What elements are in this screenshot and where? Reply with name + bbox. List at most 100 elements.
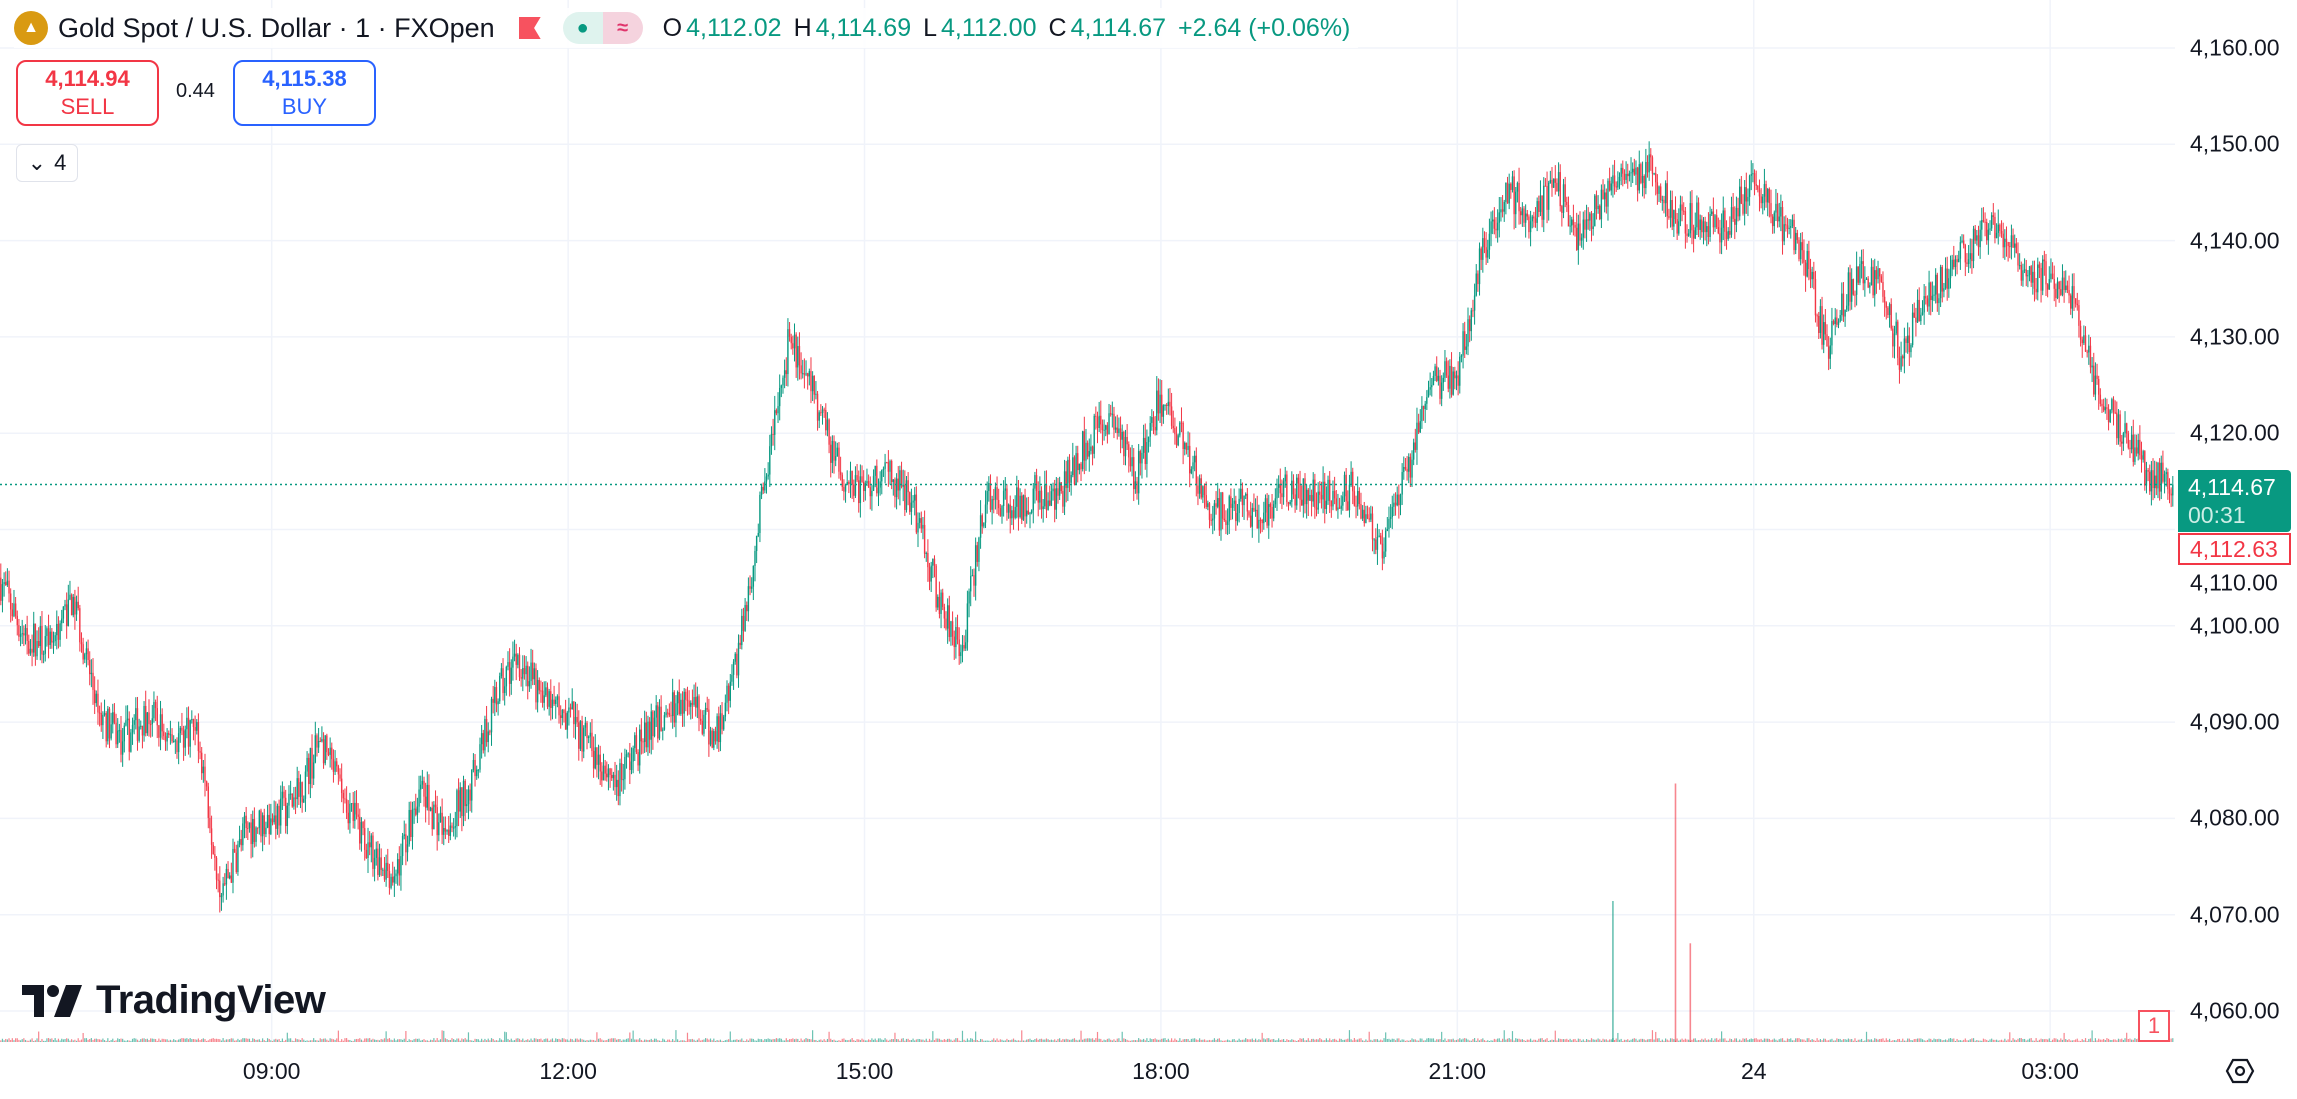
volume-bar <box>1564 1039 1566 1042</box>
candle <box>1467 319 1469 347</box>
candle <box>140 725 142 727</box>
status-pill[interactable]: ● ≈ <box>562 12 643 44</box>
volume-bar <box>49 1038 51 1042</box>
candle <box>806 373 809 377</box>
candle <box>942 592 944 607</box>
candle <box>769 446 771 475</box>
symbol-title[interactable]: Gold Spot / U.S. Dollar · 1 · FXOpen <box>58 12 495 43</box>
volume-bar <box>1167 1038 1169 1042</box>
volume-bars <box>0 783 2174 1042</box>
candle <box>1371 513 1374 540</box>
volume-bar <box>1783 1040 1785 1042</box>
volume-bar <box>1493 1038 1495 1042</box>
volume-bar <box>151 1038 153 1042</box>
candle <box>375 848 377 858</box>
volume-bar <box>263 1040 265 1042</box>
buy-button[interactable]: 4,115.38 BUY <box>233 60 376 126</box>
volume-bar <box>1110 1039 1112 1042</box>
candle <box>1068 459 1071 483</box>
tradingview-logo[interactable]: TradingView <box>22 978 326 1023</box>
volume-bar <box>318 1040 320 1042</box>
volume-bar <box>1567 1039 1570 1042</box>
candle <box>1926 298 1929 307</box>
volume-bar <box>339 1040 341 1042</box>
candle <box>802 373 804 375</box>
volume-bar <box>1134 1040 1136 1042</box>
volume-bar <box>1790 1038 1792 1042</box>
sell-button[interactable]: 4,114.94 SELL <box>16 60 159 126</box>
candle <box>1450 365 1453 395</box>
volume-bar <box>169 1039 172 1042</box>
volume-bar <box>260 1040 262 1042</box>
volume-bar <box>1495 1039 1497 1042</box>
volume-bar <box>426 1040 428 1042</box>
candle <box>2172 484 2174 496</box>
volume-bar <box>1362 1040 1364 1042</box>
volume-bar <box>314 1040 316 1042</box>
volume-bar <box>237 1038 239 1042</box>
volume-bar <box>1574 1038 1576 1042</box>
volume-bar <box>431 1040 433 1042</box>
volume-bar <box>298 1039 300 1042</box>
volume-bar <box>648 1039 651 1042</box>
volume-bar <box>593 1039 595 1042</box>
sell-price: 4,114.94 <box>45 66 130 91</box>
candle <box>1131 457 1133 467</box>
candle <box>1743 187 1746 214</box>
candle <box>629 753 631 770</box>
candle <box>424 796 427 808</box>
candle <box>611 774 613 779</box>
volume-bar <box>1562 1039 1565 1042</box>
volume-bar <box>1236 1040 1239 1042</box>
volume-bar <box>560 1039 562 1042</box>
volume-bar <box>887 1040 889 1042</box>
approx-icon: ≈ <box>602 12 643 44</box>
candle <box>105 713 107 742</box>
volume-bar <box>589 1039 591 1042</box>
volume-bar <box>1487 1040 1489 1042</box>
candle <box>1503 201 1505 212</box>
volume-bar <box>156 1040 158 1042</box>
volume-bar <box>1012 1038 1015 1042</box>
volume-bar <box>1630 1039 1632 1042</box>
volume-bar <box>120 1038 122 1042</box>
candle <box>1124 436 1127 457</box>
candle <box>905 480 908 510</box>
volume-bar <box>892 1039 894 1042</box>
volume-bar <box>303 1039 305 1042</box>
candle <box>691 702 694 705</box>
candle <box>1459 356 1461 386</box>
candle <box>1157 390 1160 414</box>
candle <box>793 334 796 349</box>
volume-bar <box>1376 1039 1379 1042</box>
volume-bar <box>1744 1038 1746 1042</box>
candle <box>576 716 578 723</box>
volume-bar <box>1775 1039 1777 1042</box>
candle <box>448 829 450 836</box>
candle <box>676 692 679 704</box>
candle <box>1128 444 1130 458</box>
volume-bar <box>2061 1039 2064 1042</box>
volume-bar <box>1763 1038 1766 1042</box>
candle <box>826 419 829 431</box>
candle <box>877 487 880 494</box>
candle <box>551 699 554 708</box>
volume-bar <box>1276 1040 1278 1042</box>
candle <box>1946 268 1948 289</box>
volume-bar <box>1546 1038 1548 1042</box>
candle <box>1648 154 1650 173</box>
settings-icon[interactable] <box>2225 1056 2255 1086</box>
volume-bar <box>818 1039 820 1042</box>
candle <box>993 499 995 501</box>
candle <box>2145 470 2148 486</box>
flag-icon[interactable] <box>518 17 541 39</box>
candle <box>1979 229 1981 248</box>
candle <box>1310 494 1313 502</box>
volume-bar <box>1750 1038 1752 1042</box>
candle <box>1030 510 1033 513</box>
candle <box>648 721 651 740</box>
volume-bar <box>1688 1039 1690 1042</box>
indicators-toggle-button[interactable]: ⌄ 4 <box>16 144 78 182</box>
volume-bar <box>1319 1038 1321 1042</box>
